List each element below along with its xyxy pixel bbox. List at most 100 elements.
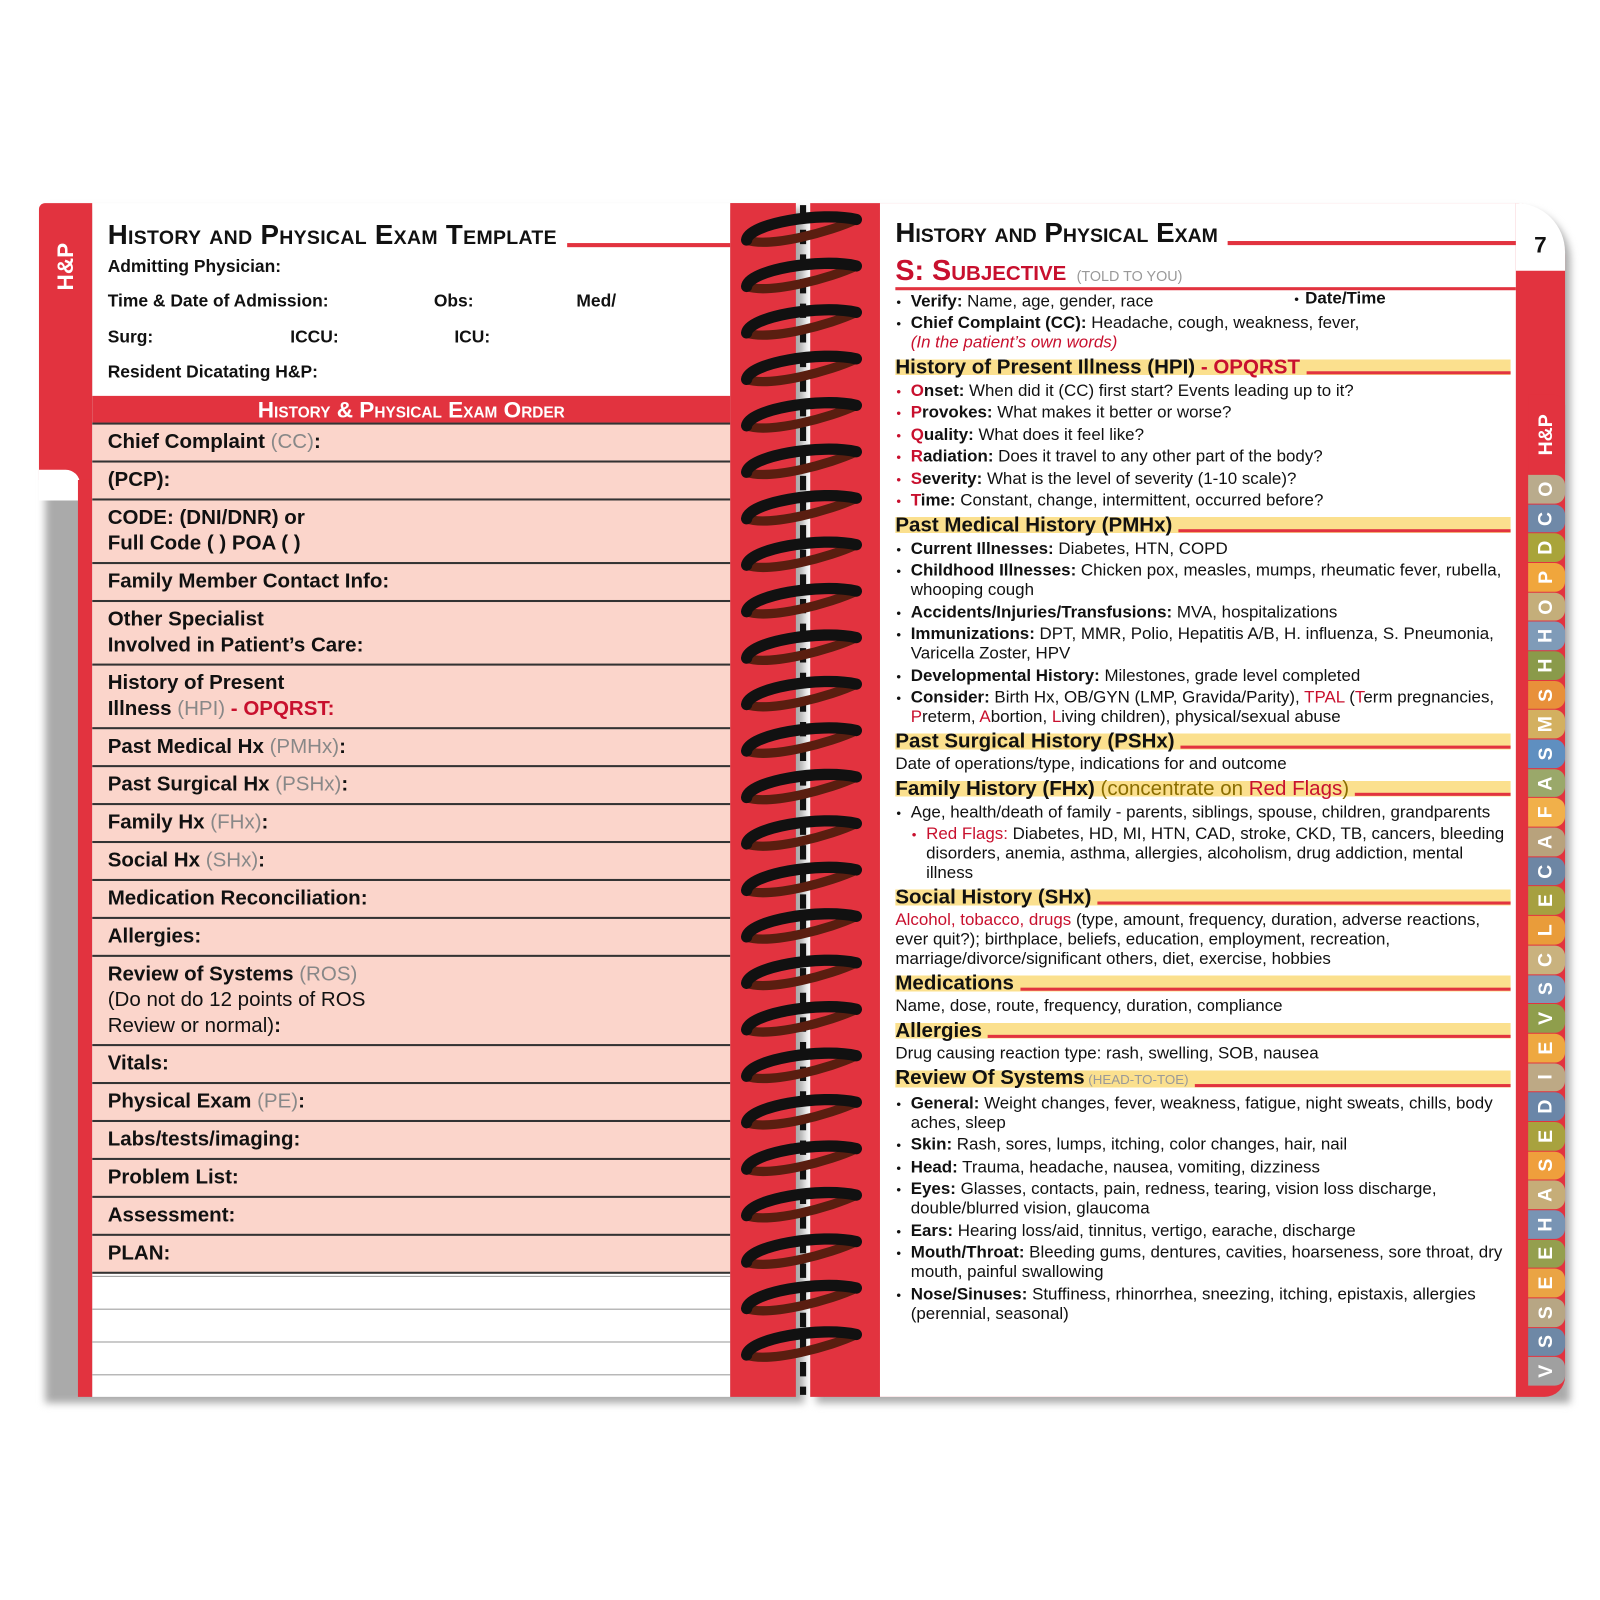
- index-tab: E: [1528, 886, 1566, 915]
- text-run: Birth Hx, OB/GYN (LMP, Gravida/Parity),: [989, 688, 1305, 707]
- index-tab: E: [1528, 1033, 1566, 1063]
- heading-text: Past Surgical History (PSHx): [895, 730, 1174, 753]
- section-heading: Medications: [895, 972, 1511, 995]
- subjective-row: S: Subjective (TOLD TO YOU): [895, 254, 1516, 291]
- text-run: ime:: [920, 491, 956, 510]
- text-run: :: [298, 1090, 305, 1113]
- text-run: Consider:: [910, 688, 990, 707]
- text-run: (: [1344, 688, 1355, 707]
- text-run: Full Code ( ) POA ( ): [107, 532, 301, 555]
- text-run: PLAN:: [107, 1242, 171, 1265]
- text-run: - OPQRST:: [225, 697, 335, 720]
- row-line: Involved in Patient’s Care:: [108, 633, 715, 659]
- order-row: Chief Complaint (CC):: [92, 425, 731, 463]
- row-line: Allergies:: [108, 924, 715, 950]
- coil: [740, 629, 863, 664]
- row-line: Review or normal):: [108, 1013, 715, 1039]
- text-run: (PCP):: [107, 468, 171, 492]
- text-run: (PSHx): [269, 773, 342, 796]
- coil: [740, 954, 863, 989]
- text-run: Stuffiness, rhinorrhea, sneezing, itchin…: [910, 1284, 1476, 1323]
- text-run: Allergies:: [107, 925, 202, 948]
- row-line: (PCP):: [108, 468, 715, 494]
- index-tab: V: [1528, 1004, 1566, 1033]
- bullet-item: General: Weight changes, fever, weakness…: [895, 1094, 1510, 1133]
- index-tab: S: [1528, 1151, 1566, 1180]
- text-run: Red Flags: [1248, 777, 1343, 800]
- heading-rule: [1020, 987, 1511, 991]
- index-tab: D: [1528, 1092, 1566, 1121]
- order-row: Assessment:: [92, 1198, 731, 1236]
- bullet-item: Mouth/Throat: Bleeding gums, dentures, c…: [895, 1243, 1510, 1282]
- index-tab-label: C: [1535, 952, 1557, 967]
- bullet-item: Severity: What is the level of severity …: [895, 469, 1510, 488]
- order-row: Medication Reconciliation:: [92, 881, 731, 919]
- field-label: Med/: [576, 291, 617, 312]
- bullet-item: Onset: When did it (CC) first start? Eve…: [895, 381, 1510, 400]
- text-run: A: [979, 707, 991, 727]
- text-run: Ears:: [910, 1220, 954, 1240]
- index-tab: F: [1528, 798, 1566, 827]
- text-run: Physical Exam: [107, 1090, 252, 1113]
- coil: [740, 675, 863, 711]
- bullet-item: Skin: Rash, sores, lumps, itching, color…: [895, 1135, 1510, 1154]
- field-label: Resident Dicatating H&P:: [107, 361, 318, 382]
- page-title: History and Physical Exam: [895, 217, 1218, 249]
- blank-line: [92, 1374, 731, 1376]
- text-run: R: [910, 447, 923, 466]
- index-tab-label: E: [1535, 894, 1557, 908]
- index-tab: E: [1528, 1239, 1566, 1268]
- index-tab: C: [1528, 857, 1566, 886]
- text-run: Trauma, headache, nausea, vomiting, dizz…: [957, 1157, 1320, 1176]
- index-tab: I: [1528, 1063, 1566, 1092]
- heading-rule: [1194, 1084, 1511, 1088]
- bullet-item: Verify: Name, age, gender, race: [895, 292, 1510, 311]
- section-heading: History of Present Illness (HPI) - OPQRS…: [895, 355, 1511, 379]
- coil: [740, 350, 863, 386]
- row-line: Assessment:: [108, 1203, 715, 1229]
- row-line: Family Member Contact Info:: [108, 569, 715, 595]
- text-run: iving children), physical/sexual abuse: [1061, 707, 1341, 727]
- index-tab-label: A: [1535, 834, 1557, 850]
- order-row: Vitals:: [92, 1046, 731, 1085]
- coil: [740, 768, 863, 804]
- field-label: Obs:: [433, 291, 474, 312]
- coil: [740, 257, 863, 293]
- heading-rule: [1178, 529, 1511, 533]
- order-row: History of Present Illness (HPI) - OPQRST…: [92, 666, 731, 730]
- index-tab: S: [1528, 1298, 1566, 1327]
- text-run: Past Surgical Hx: [107, 773, 270, 796]
- coil: [740, 1140, 863, 1175]
- text-run: Milestones, grade level completed: [1099, 666, 1361, 685]
- coil: [740, 815, 863, 850]
- coil: [740, 1279, 863, 1315]
- text-run: Past Medical History (PMHx): [895, 513, 1173, 537]
- index-tab: M: [1528, 710, 1566, 739]
- order-row: Allergies:: [92, 919, 731, 957]
- heading-text: Allergies: [895, 1019, 982, 1042]
- index-tab-label: E: [1535, 1041, 1557, 1055]
- text-run: :: [313, 430, 321, 454]
- index-tab-label: E: [1535, 1276, 1557, 1290]
- field-label: Time & Date of Admission:: [107, 291, 329, 312]
- text-run: MVA, hospitalizations: [1172, 602, 1338, 622]
- text-run: (FHx): [204, 811, 262, 834]
- order-heading: History & Physical Exam Order: [257, 396, 565, 423]
- text-run: Family History (FHx): [895, 777, 1095, 800]
- heading-text: Review Of Systems (HEAD-TO-TOE): [895, 1067, 1188, 1092]
- text-run: (In the patient’s own words): [910, 333, 1118, 352]
- row-line: Family Hx (FHx):: [108, 810, 715, 836]
- index-tab: C: [1528, 504, 1566, 533]
- order-row: Family Hx (FHx):: [92, 805, 731, 844]
- tab-notch: [38, 469, 80, 501]
- index-tab-label: A: [1535, 1187, 1557, 1202]
- bullet-item: Eyes: Glasses, contacts, pain, redness, …: [895, 1179, 1510, 1218]
- row-line: Full Code ( ) POA ( ): [108, 531, 715, 557]
- bullet-item: Consider: Birth Hx, OB/GYN (LMP, Gravida…: [895, 688, 1510, 727]
- index-tab-label: V: [1535, 1364, 1557, 1378]
- index-tab: P: [1528, 563, 1566, 592]
- subjective-heading: S: Subjective: [895, 254, 1067, 287]
- order-row: PLAN:: [92, 1236, 731, 1274]
- index-tab: H: [1528, 1210, 1566, 1239]
- order-row: Past Medical Hx (PMHx):: [92, 729, 731, 768]
